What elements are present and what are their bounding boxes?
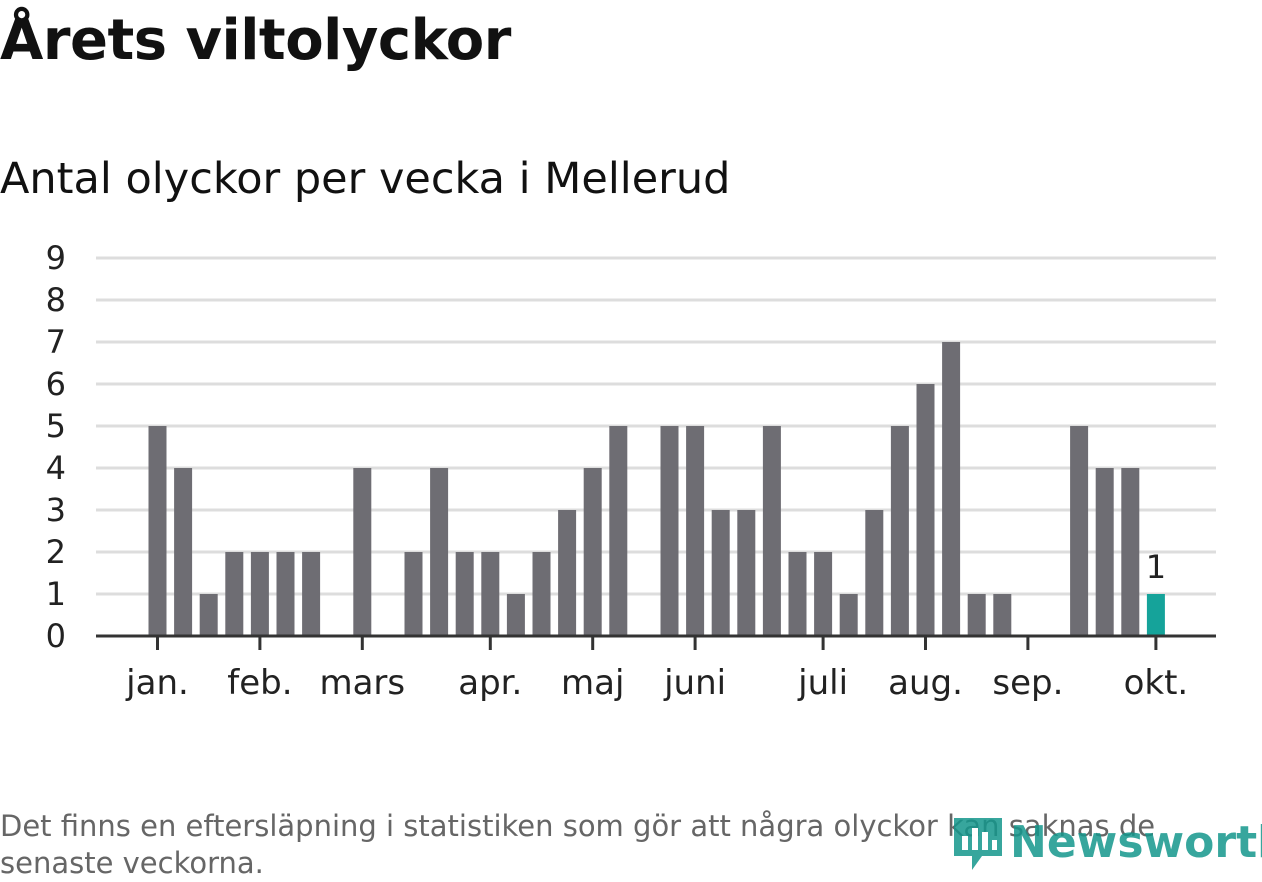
y-tick-label: 8 bbox=[46, 281, 66, 319]
bar bbox=[609, 426, 628, 636]
x-tick-label: okt. bbox=[1124, 663, 1189, 703]
bar bbox=[660, 426, 679, 636]
y-tick-label: 5 bbox=[46, 407, 66, 445]
bar bbox=[404, 552, 423, 636]
bar bbox=[711, 510, 730, 636]
bar bbox=[737, 510, 756, 636]
y-tick-label: 9 bbox=[46, 239, 66, 277]
bar bbox=[174, 468, 193, 636]
bar bbox=[1095, 468, 1114, 636]
y-tick-label: 1 bbox=[46, 575, 66, 613]
bar bbox=[1070, 426, 1089, 636]
x-tick-label: maj bbox=[561, 663, 624, 703]
bar bbox=[839, 594, 858, 636]
x-tick-label: mars bbox=[319, 663, 405, 703]
chart-title: Årets viltolyckor bbox=[0, 8, 511, 73]
grid-lines bbox=[96, 256, 1216, 596]
bar bbox=[455, 552, 474, 636]
y-tick-label: 4 bbox=[46, 449, 66, 487]
bar bbox=[558, 510, 577, 636]
bar bbox=[993, 594, 1012, 636]
bar bbox=[148, 426, 167, 636]
y-tick-label: 0 bbox=[46, 617, 66, 655]
bars: 1 bbox=[148, 342, 1166, 636]
bar bbox=[890, 426, 909, 636]
y-tick-label: 3 bbox=[46, 491, 66, 529]
bar bbox=[481, 552, 500, 636]
bar bbox=[353, 468, 372, 636]
brand-name: Newsworthy bbox=[1010, 816, 1262, 868]
x-tick-label: aug. bbox=[888, 663, 963, 703]
y-tick-label: 7 bbox=[46, 323, 66, 361]
bar-chart: 0 1 2 3 4 5 6 7 8 9 1 jan. feb. mars apr. maj juni juli… bbox=[46, 239, 1216, 703]
x-tick-label: sep. bbox=[992, 663, 1063, 703]
bar bbox=[506, 594, 525, 636]
bar bbox=[225, 552, 244, 636]
bar bbox=[583, 468, 602, 636]
x-tick-label: jan. bbox=[125, 663, 189, 703]
x-tick-label: apr. bbox=[458, 663, 522, 703]
chart-subtitle: Antal olyckor per vecka i Mellerud bbox=[0, 154, 731, 204]
bar bbox=[916, 384, 935, 636]
bar bbox=[942, 342, 961, 636]
bar bbox=[788, 552, 807, 636]
y-axis-labels: 0 1 2 3 4 5 6 7 8 9 bbox=[46, 239, 66, 655]
bar bbox=[1121, 468, 1140, 636]
newsworthy-logo-icon bbox=[954, 818, 1002, 870]
bar bbox=[967, 594, 986, 636]
bar bbox=[302, 552, 321, 636]
bar bbox=[250, 552, 269, 636]
x-tick-label: juni bbox=[663, 663, 726, 703]
data-label: 1 bbox=[1146, 548, 1166, 586]
bar bbox=[276, 552, 295, 636]
brand-logo: Newsworthy bbox=[952, 812, 1262, 872]
bar-highlight bbox=[1146, 594, 1165, 636]
x-axis-labels: jan. feb. mars apr. maj juni juli aug. sep. okt. bbox=[125, 663, 1188, 703]
bar bbox=[532, 552, 551, 636]
bar bbox=[686, 426, 705, 636]
bar bbox=[762, 426, 781, 636]
bar bbox=[814, 552, 833, 636]
y-tick-label: 2 bbox=[46, 533, 66, 571]
bar bbox=[430, 468, 449, 636]
x-tick-label: juli bbox=[797, 663, 848, 703]
x-tick-label: feb. bbox=[227, 663, 292, 703]
x-axis bbox=[96, 634, 1216, 650]
bar bbox=[865, 510, 884, 636]
bar bbox=[199, 594, 218, 636]
y-tick-label: 6 bbox=[46, 365, 66, 403]
